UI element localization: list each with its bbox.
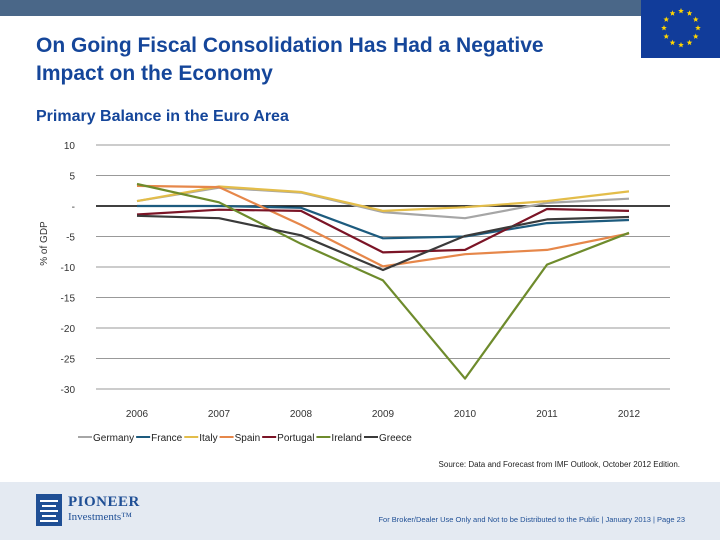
x-tick-label: 2009: [372, 409, 395, 420]
y-tick-label: -30: [61, 385, 76, 396]
source-note: Source: Data and Forecast from IMF Outlo…: [438, 460, 680, 469]
eu-star-icon: [678, 42, 684, 48]
eu-star-icon: [663, 16, 670, 22]
y-tick-label: -25: [61, 355, 76, 366]
x-tick-label: 2010: [454, 409, 477, 420]
legend-label: Portugal: [277, 433, 314, 444]
brand-name: PIONEER: [68, 494, 140, 510]
footer-bar: [0, 482, 720, 540]
y-tick-label: -10: [61, 263, 76, 274]
series-line-portugal: [136, 207, 630, 254]
y-tick-label: -: [72, 202, 75, 213]
x-tick-label: 2006: [126, 409, 149, 420]
eu-star-icon: [669, 39, 676, 46]
y-tick-label: -5: [66, 233, 75, 244]
eu-flag-icon: [641, 0, 720, 58]
eu-star-icon: [663, 33, 670, 39]
top-bar: [0, 0, 720, 16]
series-line-ireland: [136, 182, 630, 380]
legend-label: Greece: [379, 433, 412, 444]
series-line-greece: [136, 214, 630, 272]
x-tick-label: 2008: [290, 409, 313, 420]
y-tick-label: 5: [69, 172, 75, 183]
page-title: On Going Fiscal Consolidation Has Had a …: [36, 32, 636, 88]
eu-star-icon: [692, 16, 699, 22]
y-tick-label: -15: [61, 294, 76, 305]
legend-label: France: [151, 433, 183, 444]
brand-subtitle: Investments™: [68, 511, 132, 523]
y-tick-label: -20: [61, 324, 76, 335]
series-line-france: [137, 204, 630, 240]
eu-star-icon: [661, 25, 667, 31]
eu-star-icon: [686, 10, 693, 16]
series-line-italy: [136, 185, 630, 213]
legend-label: Spain: [235, 433, 261, 444]
y-tick-label: 10: [64, 141, 76, 152]
page-title-line-2: Impact on the Economy: [36, 62, 273, 85]
series-line-germany: [136, 186, 630, 220]
eu-star-icon: [692, 33, 699, 39]
pioneer-logo: PIONEER Investments™: [36, 494, 166, 528]
legend-label: Ireland: [331, 433, 362, 444]
pioneer-logo-mark-icon: [36, 494, 62, 526]
y-axis-label: % of GDP: [39, 221, 50, 266]
eu-star-icon: [686, 39, 693, 46]
footer-disclaimer: For Broker/Dealer Use Only and Not to be…: [378, 515, 685, 524]
series-line-spain: [136, 184, 630, 268]
eu-star-icon: [695, 25, 701, 31]
x-tick-label: 2012: [618, 409, 641, 420]
eu-star-icon: [678, 8, 684, 14]
x-tick-label: 2007: [208, 409, 231, 420]
x-tick-label: 2011: [536, 409, 558, 420]
legend-label: Italy: [199, 433, 217, 444]
eu-star-icon: [669, 10, 676, 16]
chart-title: Primary Balance in the Euro Area: [36, 108, 289, 125]
page-title-line-1: On Going Fiscal Consolidation Has Had a …: [36, 34, 544, 57]
legend-label: Germany: [93, 433, 134, 444]
primary-balance-chart: % of GDP 10 5 - -5 -10 -15 -20 -25 -30 2006 2007 200…: [39, 141, 670, 444]
